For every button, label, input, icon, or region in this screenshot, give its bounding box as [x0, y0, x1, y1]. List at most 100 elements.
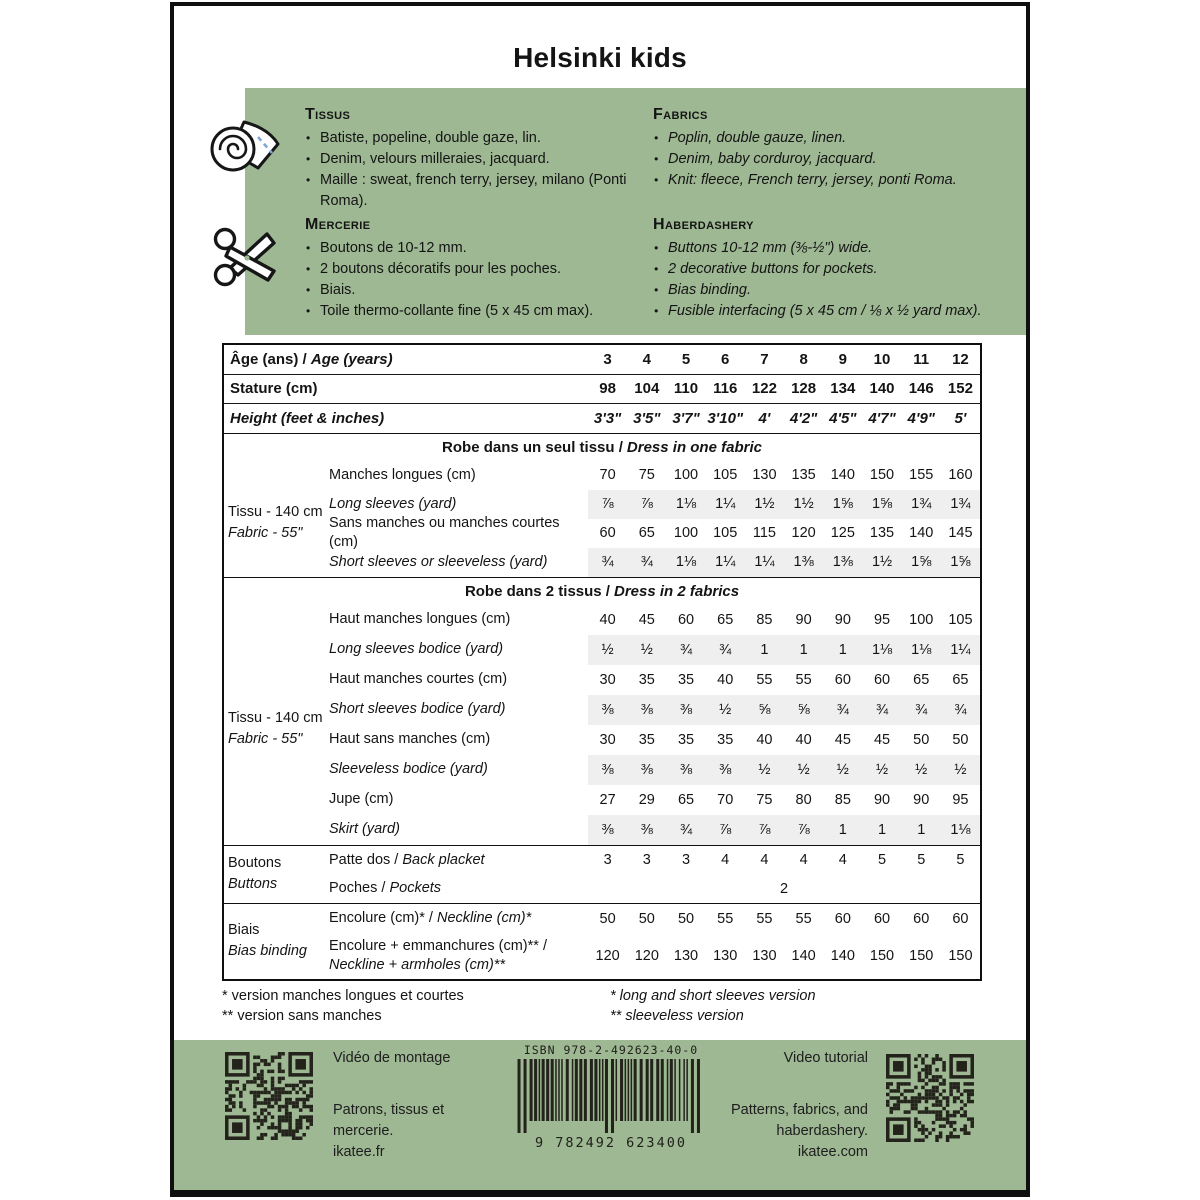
value-cell: 1⅛	[675, 496, 697, 513]
value-cell: ½	[954, 761, 967, 778]
value-cell: 1⅛	[675, 554, 697, 571]
value-cell: 1¼	[715, 496, 736, 513]
value-cell: 75	[756, 791, 773, 808]
label-en: Sleeveless bodice (yard)	[329, 761, 488, 778]
footnote-line: * version manches longues et courtes	[222, 988, 464, 1004]
label-fr: Encolure (cm)*	[329, 910, 425, 927]
value-cell: 130	[713, 948, 738, 965]
label-en: Short sleeves or sleeveless (yard)	[329, 553, 548, 570]
size-values: ⅜ ⅜ ⅜ ½ ⅝ ⅝ ¾ ¾ ¾ ¾	[588, 694, 980, 725]
value-cell: 35	[638, 671, 655, 688]
label-fr: Poches	[329, 880, 378, 897]
value-cell: 150	[869, 467, 895, 484]
fabrics-heading: Fabrics	[653, 106, 708, 123]
value-cell: 155	[909, 467, 934, 484]
value-cell: 1¾	[950, 496, 971, 513]
row-label: Skirt (yard)	[329, 820, 588, 839]
tissus-heading: Tissus	[305, 106, 351, 123]
value-cell: 150	[909, 948, 934, 965]
value-cell: 55	[717, 910, 734, 927]
label-fr: Haut manches courtes (cm)	[329, 671, 508, 688]
section-title-en: Dress in 2 fabrics	[613, 582, 740, 600]
group-label-en: Bias binding	[228, 943, 307, 960]
row-label: Short sleeves bodice (yard)	[329, 700, 588, 719]
value-cell: 120	[595, 948, 620, 965]
value-cell: 3	[603, 852, 612, 869]
size-values: 70 75 100 105 130 135 140 150 155 160	[588, 461, 980, 490]
label-fr: Haut sans manches (cm)	[329, 731, 491, 748]
value-cell: 30	[599, 671, 616, 688]
row-label: Short sleeves or sleeveless (yard)	[329, 553, 588, 572]
label-fr: Patte dos	[329, 851, 391, 868]
value-cell: 115	[752, 525, 776, 542]
section-title: Robe dans un seul tissu / Dress in one fa…	[224, 434, 980, 461]
row-label: Poches / Pockets	[329, 879, 588, 898]
value-cell: ⅞	[758, 821, 771, 838]
value-cell: 27	[599, 791, 616, 808]
value-cell: ⅜	[640, 761, 653, 778]
value-cell: 1¼	[950, 641, 971, 658]
row-label: Haut manches longues (cm)	[329, 610, 588, 629]
value-cell: 98	[599, 380, 616, 398]
table-row: Haut manches longues (cm) 40 45 60 65 85 90 90 9…	[224, 605, 980, 635]
value-cell: ¾	[640, 554, 653, 571]
footnote-line: * long and short sleeves version	[610, 988, 816, 1004]
value-cell: 60	[677, 611, 695, 628]
row-label: Sans manches ou manches courtes (cm)	[329, 514, 588, 552]
value-cell: 55	[795, 910, 812, 927]
value-cell: 8	[799, 350, 808, 368]
value-cell: 120	[634, 948, 659, 965]
value-cell: ½	[915, 761, 928, 778]
value-cell: 146	[908, 380, 934, 398]
label-separator: /	[377, 880, 390, 897]
label-en: Age (years)	[310, 350, 393, 368]
row-label: Haut manches courtes (cm)	[329, 670, 588, 689]
value-cell: ½	[719, 701, 732, 718]
value-cell: 4'	[758, 409, 771, 427]
value-cell: 9	[838, 350, 847, 368]
group-label: Tissu - 140 cm Fabric - 55"	[228, 708, 328, 750]
value-cell: ½	[836, 761, 849, 778]
value-cell: 100	[909, 611, 934, 628]
value-cell: 60	[952, 910, 969, 927]
fabrics-list: Poplin, double gauze, linen.Denim, baby …	[653, 128, 1026, 191]
value-cell: 40	[795, 731, 812, 748]
label-en: Neckline (cm)*	[436, 910, 532, 927]
value-cell: 75	[638, 467, 655, 484]
value-cell: 134	[830, 380, 856, 398]
value-cell: 80	[795, 791, 812, 808]
row-label: Haut sans manches (cm)	[329, 730, 588, 749]
list-item: Batiste, popeline, double gaze, lin.	[305, 128, 650, 149]
barcode-block: ISBN 978-2-492623-40-0 9 782492 623400	[505, 1043, 717, 1151]
size-values: 2	[588, 874, 980, 903]
label-fr: Haut manches longues (cm)	[329, 611, 511, 628]
value-cell: 1	[917, 821, 926, 838]
haberdashery-heading: Haberdashery	[653, 216, 754, 233]
value-cell: 40	[756, 731, 773, 748]
value-cell: ¾	[836, 701, 849, 718]
size-values: 30 35 35 35 40 40 45 45 50 50	[588, 725, 980, 755]
row-label: Âge (ans) / Age (years)	[230, 351, 588, 368]
value-cell: 35	[717, 731, 734, 748]
value-cell: 140	[909, 525, 934, 542]
value-cell: 65	[677, 791, 695, 808]
value-cell: ½	[758, 761, 771, 778]
table-sections: Robe dans un seul tissu / Dress in one fa…	[224, 434, 980, 979]
value-cell: 1⅝	[950, 554, 971, 571]
list-item: 2 decorative buttons for pockets.	[653, 259, 1026, 280]
value-cell: 35	[677, 671, 695, 688]
row-label: Long sleeves (yard)	[329, 495, 588, 514]
value-cell: 3	[603, 350, 612, 368]
label-fr: Sans manches ou manches courtes (cm)	[329, 515, 560, 551]
value-cell: 120	[791, 525, 816, 542]
value-cell: 7	[760, 350, 769, 368]
value-cell: 10	[873, 350, 891, 368]
list-item: Denim, velours milleraies, jacquard.	[305, 149, 650, 170]
value-cell-merged: 2	[779, 880, 789, 897]
value-cell: 5	[877, 852, 887, 869]
value-cell: ½	[640, 641, 653, 658]
value-cell: 95	[952, 791, 969, 808]
row-label: Patte dos / Back placket	[329, 851, 588, 870]
value-cell: 4	[721, 852, 730, 869]
row-label: Encolure + emmanchures (cm)** / Neckline …	[329, 937, 588, 975]
